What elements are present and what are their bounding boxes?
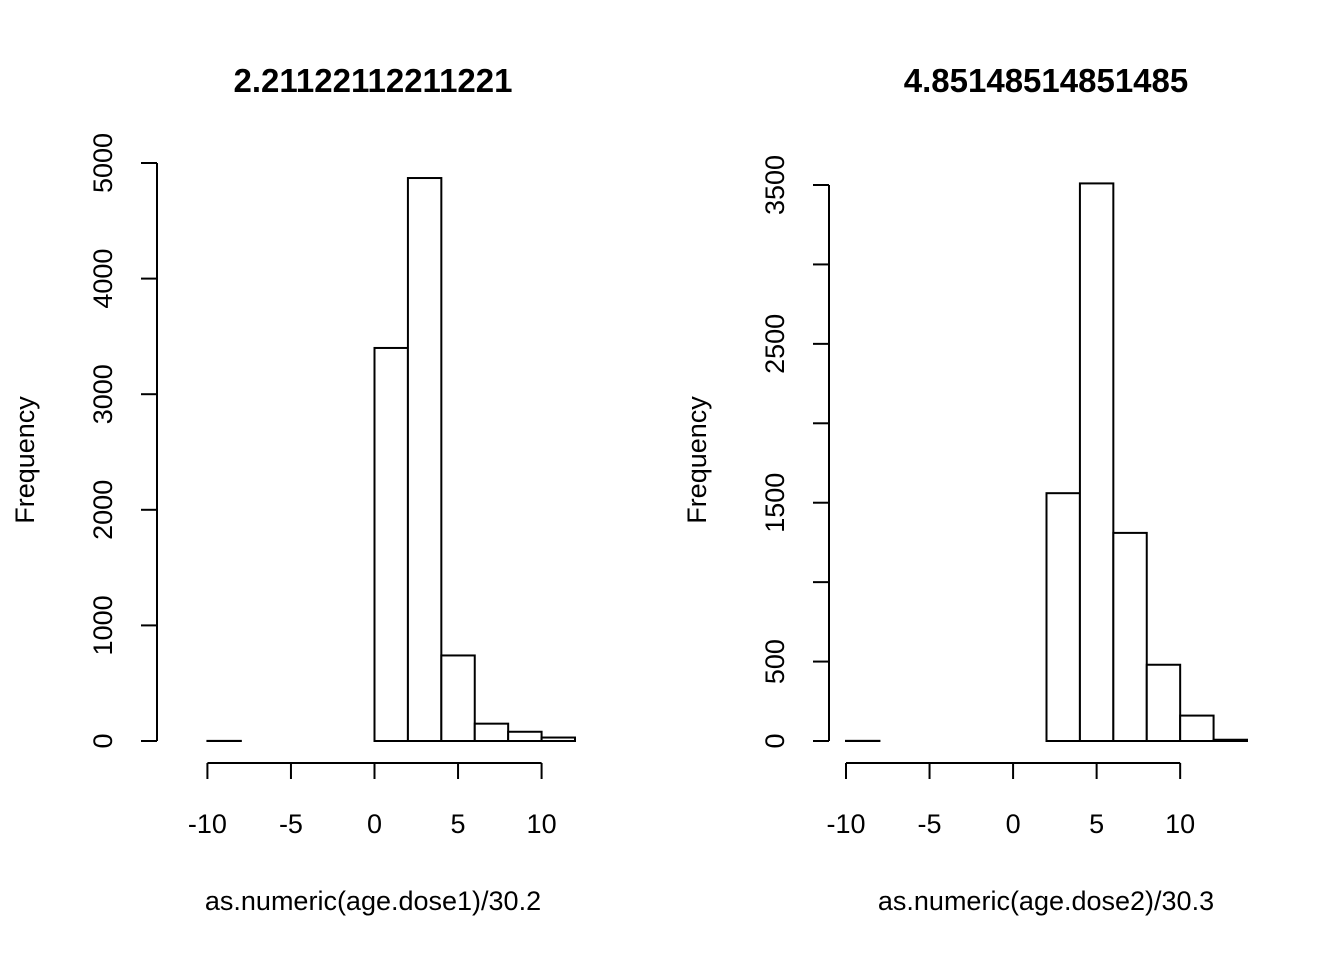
chart-title: 2.21122112211221 [233,62,512,99]
histogram-bar [375,348,408,741]
x-axis-label: as.numeric(age.dose2)/30.3 [878,886,1214,916]
x-tick-label: 10 [1165,809,1195,839]
x-axis: -10 -5 0 5 10 [188,763,557,839]
y-tick-label: 3000 [88,364,118,424]
y-axis-label: Frequency [10,396,40,524]
histogram-bar [1113,533,1146,741]
histogram-bar [475,724,508,741]
y-tick-label: 3500 [760,155,790,215]
x-tick-label: 0 [367,809,382,839]
x-tick-label: -5 [918,809,942,839]
y-axis: 0 500 1500 2500 3500 [760,155,829,749]
bars-group [207,178,575,741]
y-tick-label: 2000 [88,480,118,540]
x-tick-label: 5 [451,809,466,839]
histogram-bar [441,655,474,741]
x-tick-label: -5 [279,809,303,839]
histogram-panel-1: 2.21122112211221 as.numeric(age.dose1)/3… [10,62,575,916]
y-tick-label: 4000 [88,249,118,309]
x-tick-label: -10 [188,809,227,839]
y-tick-label: 500 [760,639,790,684]
histogram-bar [1214,740,1247,741]
histogram-bar [542,738,575,741]
histogram-bar [1047,493,1080,741]
x-tick-label: 5 [1089,809,1104,839]
x-tick-label: 10 [527,809,557,839]
bars-group [846,183,1247,741]
histogram-bar [1147,665,1180,741]
y-tick-label: 0 [88,733,118,748]
histogram-bar [408,178,441,741]
y-tick-label: 2500 [760,314,790,374]
chart-title: 4.85148514851485 [904,62,1188,99]
y-tick-label: 1500 [760,473,790,533]
y-tick-label: 5000 [88,133,118,193]
y-axis-label: Frequency [682,396,712,524]
histogram-panel-2: 4.85148514851485 as.numeric(age.dose2)/3… [682,62,1247,916]
x-axis-label: as.numeric(age.dose1)/30.2 [205,886,541,916]
y-axis: 0 1000 2000 3000 4000 5000 [88,133,157,749]
histogram-bar [1180,716,1213,741]
x-tick-label: 0 [1006,809,1021,839]
x-tick-label: -10 [826,809,865,839]
histogram-bar [508,732,541,741]
y-tick-label: 1000 [88,595,118,655]
y-tick-label: 0 [760,733,790,748]
histogram-bar [1080,183,1113,741]
x-axis: -10 -5 0 5 10 [826,763,1195,839]
